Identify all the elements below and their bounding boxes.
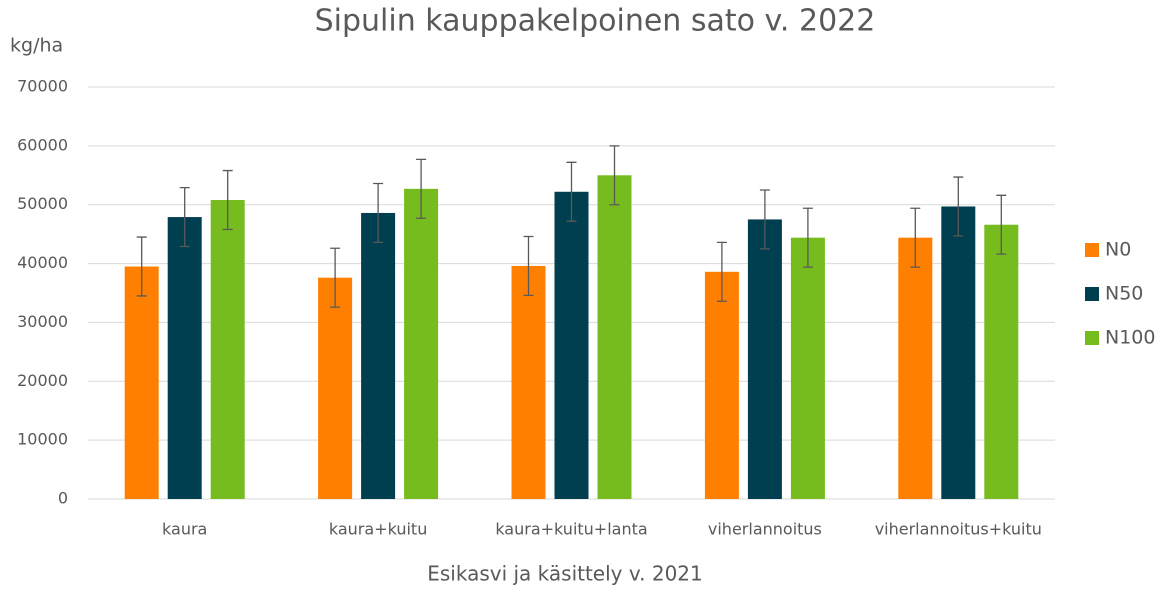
y-tick-label: 10000 <box>17 430 68 449</box>
bar <box>318 277 353 499</box>
bar <box>747 219 782 499</box>
bar <box>210 200 245 499</box>
error-bar <box>136 236 147 297</box>
y-tick-label: 30000 <box>17 312 68 331</box>
error-bar <box>373 182 384 244</box>
legend-label: N100 <box>1105 327 1155 349</box>
error-bar <box>416 158 427 219</box>
legend-label: N0 <box>1105 239 1131 261</box>
error-bar <box>759 189 770 250</box>
y-tick-label: 40000 <box>17 253 68 272</box>
bar <box>597 175 632 500</box>
error-bar <box>330 247 341 308</box>
bar <box>704 271 739 499</box>
bar <box>124 266 159 499</box>
x-tick-label: kaura <box>162 520 207 539</box>
chart-title: Sipulin kauppakelpoinen sato v. 2022 <box>315 4 876 39</box>
legend-label: N50 <box>1105 283 1143 305</box>
error-bar <box>566 161 577 222</box>
legend-swatch <box>1085 287 1099 301</box>
bar <box>167 217 202 499</box>
error-bar <box>523 235 534 297</box>
error-bar <box>953 176 964 237</box>
x-tick-label: viherlannoitus <box>708 520 822 539</box>
error-bar <box>716 241 727 302</box>
error-bar <box>179 186 190 248</box>
bar <box>361 212 396 499</box>
x-axis-label: Esikasvi ja käsittely v. 2021 <box>427 562 703 586</box>
bar <box>511 265 546 499</box>
bar <box>790 237 825 499</box>
bar <box>898 237 933 499</box>
error-bar <box>609 145 620 206</box>
y-tick-label: 50000 <box>17 194 68 213</box>
legend-swatch <box>1085 331 1099 345</box>
x-tick-label: viherlannoitus+kuitu <box>875 520 1042 539</box>
error-bar <box>802 207 813 268</box>
x-tick-label: kaura+kuitu+lanta <box>495 520 647 539</box>
legend-swatch <box>1085 243 1099 257</box>
bar <box>554 191 589 499</box>
bar <box>404 188 439 499</box>
error-bar <box>996 194 1007 255</box>
y-axis-label: kg/ha <box>10 35 63 57</box>
bar <box>941 206 976 500</box>
y-tick-label: 20000 <box>17 371 68 390</box>
y-tick-label: 70000 <box>17 77 68 96</box>
y-tick-label: 60000 <box>17 135 68 154</box>
x-tick-label: kaura+kuitu <box>329 520 428 539</box>
bar <box>984 224 1019 499</box>
error-bar <box>222 169 233 231</box>
error-bar <box>910 207 921 268</box>
y-tick-label: 0 <box>58 489 68 508</box>
